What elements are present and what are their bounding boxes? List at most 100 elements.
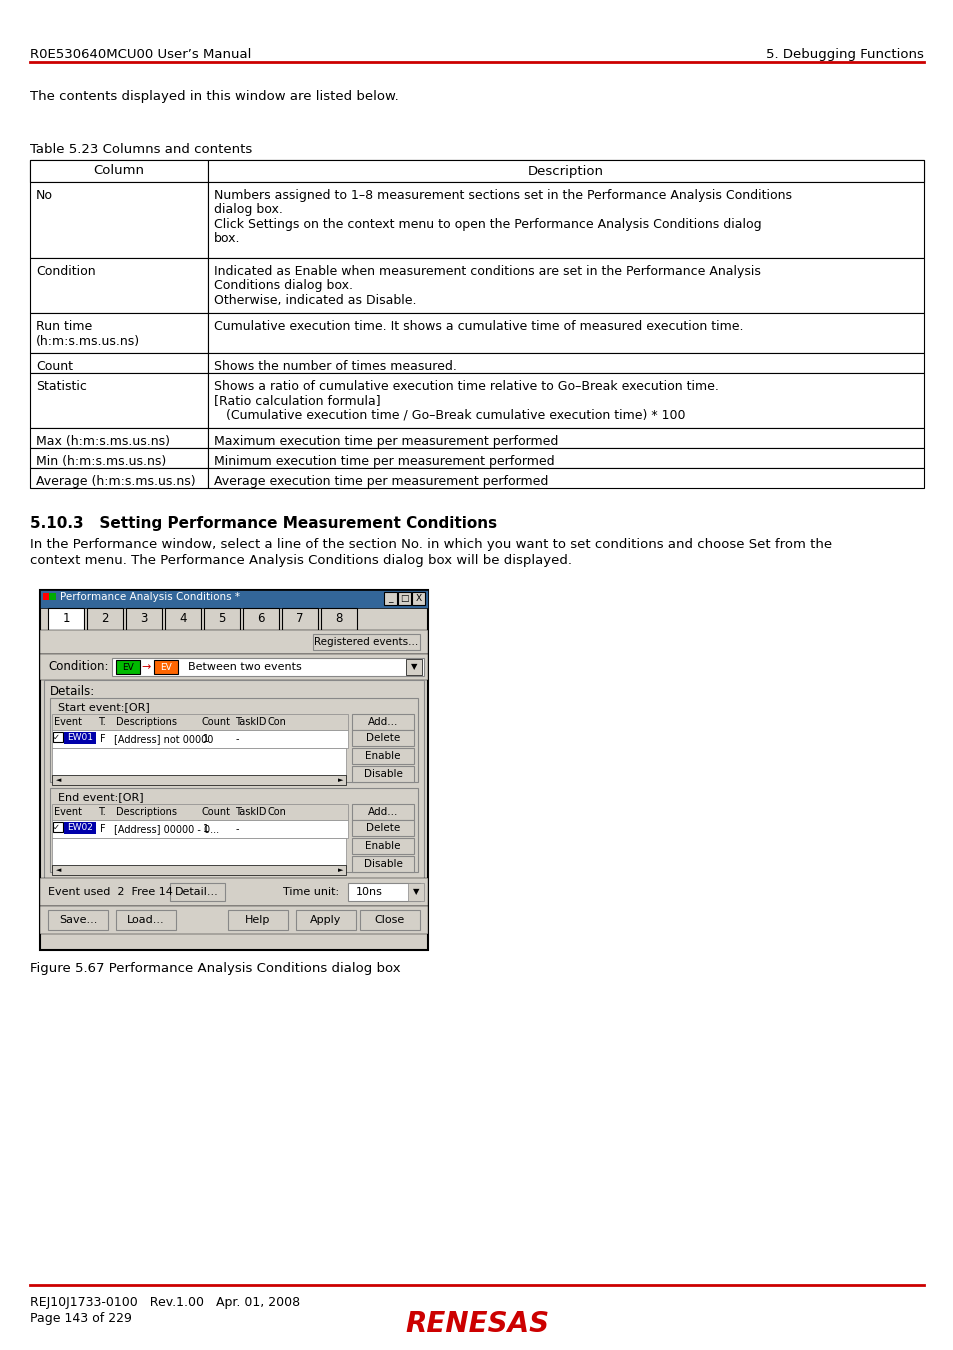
Text: Average (h:m:s.ms.us.ns): Average (h:m:s.ms.us.ns): [36, 475, 195, 487]
Text: Table 5.23 Columns and contents: Table 5.23 Columns and contents: [30, 143, 252, 157]
Bar: [352, 730, 414, 747]
Bar: [30, 448, 208, 468]
Text: Conditions dialog box.: Conditions dialog box.: [213, 279, 353, 293]
Text: Disable: Disable: [363, 859, 402, 869]
Bar: [44, 680, 423, 878]
Bar: [243, 608, 278, 630]
Text: TaskID: TaskID: [234, 807, 266, 817]
Text: Time unit:: Time unit:: [283, 887, 338, 896]
Text: ▼: ▼: [413, 887, 418, 896]
Bar: [50, 698, 417, 782]
Text: F: F: [100, 824, 106, 834]
Bar: [406, 659, 421, 675]
Text: Count: Count: [202, 717, 231, 728]
Text: ◄: ◄: [56, 778, 61, 783]
Bar: [116, 660, 140, 674]
Bar: [397, 593, 411, 605]
Text: ◄: ◄: [56, 867, 61, 873]
Text: 7: 7: [296, 613, 303, 625]
Text: Shows a ratio of cumulative execution time relative to Go–Break execution time.: Shows a ratio of cumulative execution ti…: [213, 379, 719, 393]
Text: Condition:: Condition:: [48, 660, 109, 674]
Text: Close: Close: [375, 915, 405, 925]
Bar: [153, 660, 178, 674]
Text: _: _: [388, 594, 393, 603]
Text: -: -: [235, 824, 239, 834]
Bar: [165, 608, 201, 630]
Bar: [30, 468, 208, 487]
Text: Load...: Load...: [127, 915, 165, 925]
Bar: [295, 910, 355, 930]
Text: In the Performance window, select a line of the section No. in which you want to: In the Performance window, select a line…: [30, 539, 831, 551]
Text: Apply: Apply: [310, 915, 341, 925]
Bar: [208, 428, 923, 448]
Bar: [87, 608, 123, 630]
Text: Min (h:m:s.ms.us.ns): Min (h:m:s.ms.us.ns): [36, 455, 166, 468]
Bar: [64, 732, 96, 744]
Bar: [208, 161, 923, 182]
Bar: [30, 373, 208, 428]
Text: [Address] 00000 - 0...: [Address] 00000 - 0...: [113, 824, 219, 834]
Bar: [313, 634, 419, 649]
Text: ►: ►: [337, 867, 343, 873]
Bar: [30, 428, 208, 448]
Bar: [30, 161, 923, 182]
Text: 5: 5: [218, 613, 226, 625]
Text: End event:[OR]: End event:[OR]: [58, 792, 144, 802]
Bar: [30, 258, 208, 313]
Text: Otherwise, indicated as Disable.: Otherwise, indicated as Disable.: [213, 294, 416, 306]
Text: Count: Count: [202, 807, 231, 817]
Text: Help: Help: [245, 915, 271, 925]
Text: REJ10J1733-0100   Rev.1.00   Apr. 01, 2008: REJ10J1733-0100 Rev.1.00 Apr. 01, 2008: [30, 1296, 300, 1310]
Bar: [52, 748, 346, 776]
Bar: [53, 822, 63, 832]
Text: Event: Event: [54, 717, 82, 728]
Bar: [30, 313, 208, 352]
Text: Max (h:m:s.ms.us.ns): Max (h:m:s.ms.us.ns): [36, 435, 170, 448]
Bar: [40, 630, 428, 653]
Text: box.: box.: [213, 232, 240, 246]
Text: [Address] not 00000: [Address] not 00000: [113, 734, 213, 744]
Text: Cumulative execution time. It shows a cumulative time of measured execution time: Cumulative execution time. It shows a cu…: [213, 320, 742, 333]
Bar: [40, 590, 428, 950]
Text: RENESAS: RENESAS: [404, 1310, 549, 1338]
Text: Enable: Enable: [365, 841, 400, 850]
Text: Detail...: Detail...: [175, 887, 218, 896]
Text: [Ratio calculation formula]: [Ratio calculation formula]: [213, 394, 380, 408]
Bar: [40, 906, 428, 934]
Bar: [208, 373, 923, 428]
Bar: [52, 819, 348, 838]
Text: 10ns: 10ns: [355, 887, 382, 896]
Text: Con: Con: [268, 807, 287, 817]
Bar: [112, 657, 423, 676]
Bar: [282, 608, 317, 630]
Text: ✓: ✓: [53, 822, 60, 832]
Bar: [50, 788, 417, 872]
Bar: [352, 765, 414, 782]
Bar: [43, 593, 50, 599]
Bar: [48, 608, 84, 630]
Text: 1: 1: [203, 824, 209, 834]
Text: Condition: Condition: [36, 265, 95, 278]
Text: R0E530640MCU00 User’s Manual: R0E530640MCU00 User’s Manual: [30, 49, 251, 61]
Bar: [208, 182, 923, 258]
Text: Details:: Details:: [50, 684, 95, 698]
Text: □: □: [400, 594, 408, 603]
Bar: [40, 590, 428, 608]
Text: Delete: Delete: [366, 733, 399, 743]
Text: Event: Event: [54, 807, 82, 817]
Bar: [64, 822, 96, 834]
Bar: [352, 805, 414, 819]
Text: ✓: ✓: [53, 733, 60, 741]
Text: Run time
(h:m:s.ms.us.ns): Run time (h:m:s.ms.us.ns): [36, 320, 140, 348]
Text: 3: 3: [140, 613, 148, 625]
Text: Numbers assigned to 1–8 measurement sections set in the Performance Analysis Con: Numbers assigned to 1–8 measurement sect…: [213, 189, 791, 202]
Text: Add...: Add...: [368, 807, 397, 817]
Text: Click Settings on the context menu to open the Performance Analysis Conditions d: Click Settings on the context menu to op…: [213, 217, 760, 231]
Text: ►: ►: [337, 778, 343, 783]
Text: Registered events...: Registered events...: [314, 637, 417, 647]
Bar: [204, 608, 240, 630]
Text: Count: Count: [36, 360, 73, 373]
Bar: [52, 775, 346, 784]
Bar: [412, 593, 424, 605]
Text: Save...: Save...: [59, 915, 97, 925]
